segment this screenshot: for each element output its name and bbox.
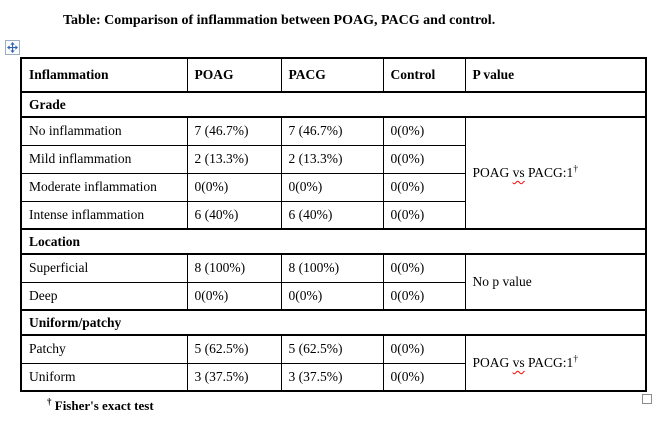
data-cell[interactable]: 8 (100%) — [280, 253, 384, 283]
misspelled-word: vs — [512, 165, 525, 180]
table-footnote[interactable]: † Fisher's exact test — [47, 396, 154, 414]
section-label-uniform-patchy[interactable]: Uniform/patchy — [20, 309, 647, 336]
row-label[interactable]: Patchy — [20, 334, 188, 364]
data-cell[interactable]: 0(0%) — [280, 281, 384, 311]
table-row: Moderate inflammation 0(0%) 0(0%) 0(0%) — [20, 172, 646, 202]
table-row: Deep 0(0%) 0(0%) 0(0%) — [20, 281, 646, 311]
comparison-table: Inflammation POAG PACG Control P value G… — [20, 57, 647, 392]
p-value-text: PACG:1 — [524, 165, 574, 180]
data-cell[interactable]: 0(0%) — [382, 362, 466, 392]
row-label[interactable]: Moderate inflammation — [20, 172, 188, 202]
row-label[interactable]: Uniform — [20, 362, 188, 392]
data-cell[interactable]: 0(0%) — [186, 172, 282, 202]
p-value-cell-grade[interactable]: POAG vs PACG:1† — [464, 116, 647, 230]
table-header-row: Inflammation POAG PACG Control P value — [20, 57, 647, 93]
data-cell[interactable]: 2 (13.3%) — [280, 144, 384, 174]
data-cell[interactable]: 7 (46.7%) — [186, 116, 282, 146]
data-cell[interactable]: 5 (62.5%) — [280, 334, 384, 364]
data-cell[interactable]: 2 (13.3%) — [186, 144, 282, 174]
column-header-pvalue[interactable]: P value — [464, 57, 647, 93]
document-title[interactable]: Table: Comparison of inflammation betwee… — [63, 13, 496, 28]
dagger-superscript: † — [573, 164, 579, 175]
column-header-poag[interactable]: POAG — [186, 57, 282, 93]
data-cell[interactable]: 7 (46.7%) — [280, 116, 384, 146]
table-row: Patchy 5 (62.5%) 5 (62.5%) 0(0%) POAG vs… — [20, 334, 647, 392]
column-header-control[interactable]: Control — [382, 57, 466, 93]
row-label[interactable]: Mild inflammation — [20, 144, 188, 174]
table-row: Mild inflammation 2 (13.3%) 2 (13.3%) 0(… — [20, 144, 646, 174]
p-value-text: POAG — [472, 165, 513, 180]
misspelled-word: vs — [512, 355, 525, 370]
data-cell[interactable]: 0(0%) — [382, 172, 466, 202]
table-row: Intense inflammation 6 (40%) 6 (40%) 0(0… — [20, 200, 646, 230]
table-row: Superficial 8 (100%) 8 (100%) 0(0%) No p… — [20, 253, 647, 311]
p-value-text: POAG — [472, 355, 513, 370]
data-cell[interactable]: 0(0%) — [382, 144, 466, 174]
dagger-superscript: † — [573, 354, 579, 365]
data-cell[interactable]: 0(0%) — [382, 200, 466, 230]
data-cell[interactable]: 0(0%) — [382, 334, 466, 364]
data-cell[interactable]: 6 (40%) — [186, 200, 282, 230]
table-row: No inflammation 7 (46.7%) 7 (46.7%) 0(0%… — [20, 116, 647, 230]
p-value-text: PACG:1 — [524, 355, 574, 370]
section-row-uniform-patchy: Uniform/patchy — [20, 309, 647, 336]
row-label[interactable]: No inflammation — [20, 116, 188, 146]
row-label[interactable]: Superficial — [20, 253, 188, 283]
row-label[interactable]: Deep — [20, 281, 188, 311]
p-value-text: No p value — [472, 274, 532, 289]
table-move-handle[interactable] — [5, 40, 20, 55]
p-value-cell-uniform-patchy[interactable]: POAG vs PACG:1† — [464, 334, 647, 392]
move-icon — [7, 42, 18, 53]
data-cell[interactable]: 8 (100%) — [186, 253, 282, 283]
data-cell[interactable]: 5 (62.5%) — [186, 334, 282, 364]
section-label-location[interactable]: Location — [20, 228, 647, 255]
section-row-location: Location — [20, 228, 647, 255]
section-row-grade: Grade — [20, 91, 647, 118]
section-label-grade[interactable]: Grade — [20, 91, 647, 118]
dagger-superscript: † — [47, 396, 52, 407]
row-label[interactable]: Intense inflammation — [20, 200, 188, 230]
table-container: Inflammation POAG PACG Control P value G… — [20, 57, 647, 392]
footnote-text: Fisher's exact test — [51, 398, 154, 413]
data-cell[interactable]: 0(0%) — [382, 253, 466, 283]
data-cell[interactable]: 3 (37.5%) — [280, 362, 384, 392]
column-header-pacg[interactable]: PACG — [280, 57, 384, 93]
p-value-cell-location[interactable]: No p value — [464, 253, 647, 311]
table-row: Uniform 3 (37.5%) 3 (37.5%) 0(0%) — [20, 362, 646, 392]
data-cell[interactable]: 0(0%) — [186, 281, 282, 311]
data-cell[interactable]: 6 (40%) — [280, 200, 384, 230]
data-cell[interactable]: 3 (37.5%) — [186, 362, 282, 392]
data-cell[interactable]: 0(0%) — [382, 116, 466, 146]
column-header-inflammation[interactable]: Inflammation — [20, 57, 188, 93]
data-cell[interactable]: 0(0%) — [280, 172, 384, 202]
table-resize-handle[interactable] — [642, 394, 652, 404]
data-cell[interactable]: 0(0%) — [382, 281, 466, 311]
